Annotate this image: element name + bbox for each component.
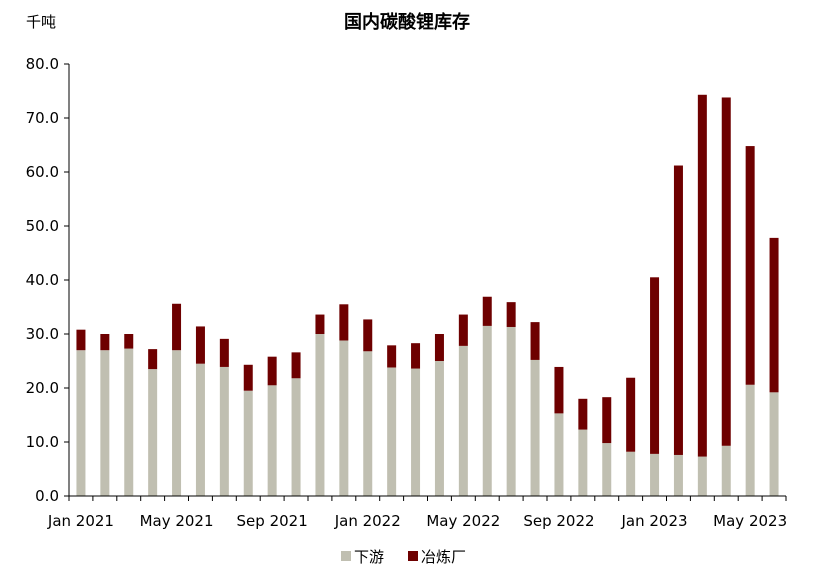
bar-smelter-2021-09 [267, 356, 277, 386]
x-tick-label: Jan 2022 [334, 512, 401, 530]
y-tick-label: 0.0 [35, 487, 59, 505]
bar-downstream-2022-05 [458, 345, 468, 496]
bar-downstream-2022-06 [482, 325, 492, 496]
legend-swatch-smelter [408, 551, 418, 561]
bar-smelter-2022-09 [554, 366, 564, 414]
bar-smelter-2021-02 [100, 334, 110, 351]
bar-downstream-2022-10 [578, 429, 588, 496]
bar-downstream-2022-09 [554, 413, 564, 496]
bar-downstream-2021-12 [339, 340, 349, 496]
bar-smelter-2022-02 [387, 345, 397, 368]
bar-smelter-2021-05 [172, 303, 182, 351]
x-tick-label: Jan 2023 [621, 512, 688, 530]
y-tick-label: 30.0 [26, 325, 59, 343]
bar-smelter-2023-02 [673, 165, 683, 455]
x-tick-label: Sep 2021 [237, 512, 308, 530]
bar-smelter-2023-05 [745, 146, 755, 385]
x-tick-label: May 2023 [713, 512, 787, 530]
legend-label-smelter: 冶炼厂 [421, 548, 466, 566]
bar-downstream-2022-08 [530, 359, 540, 496]
chart-title: 国内碳酸锂库存 [344, 11, 470, 33]
y-tick-label: 70.0 [26, 109, 59, 127]
bar-downstream-2021-05 [172, 350, 182, 496]
bar-smelter-2022-08 [530, 322, 540, 360]
bar-downstream-2021-06 [195, 363, 205, 496]
bar-downstream-2022-04 [434, 361, 444, 496]
bar-smelter-2021-08 [243, 364, 253, 391]
bar-smelter-2021-03 [124, 334, 134, 349]
bar-downstream-2021-04 [148, 369, 158, 496]
bar-downstream-2023-04 [721, 445, 731, 496]
bar-downstream-2022-11 [602, 443, 612, 496]
bar-downstream-2021-03 [124, 348, 134, 496]
bar-downstream-2021-01 [76, 350, 86, 496]
bar-downstream-2022-02 [387, 367, 397, 496]
bar-smelter-2021-11 [315, 314, 325, 334]
bar-smelter-2021-04 [148, 349, 158, 370]
bar-smelter-2021-06 [195, 326, 205, 364]
bar-downstream-2023-01 [650, 453, 660, 496]
bar-downstream-2021-10 [291, 378, 301, 496]
bar-smelter-2022-07 [506, 302, 516, 327]
x-tick-label: Sep 2022 [523, 512, 594, 530]
y-tick-label: 10.0 [26, 433, 59, 451]
y-tick-label: 40.0 [26, 271, 59, 289]
y-tick-label: 20.0 [26, 379, 59, 397]
bar-smelter-2021-10 [291, 352, 301, 379]
legend: 下游 冶炼厂 [341, 548, 466, 566]
bar-downstream-2021-11 [315, 334, 325, 496]
x-tick-label: Jan 2021 [47, 512, 114, 530]
bar-smelter-2023-01 [650, 277, 660, 454]
bar-smelter-2023-06 [769, 237, 779, 393]
legend-label-downstream: 下游 [354, 548, 384, 566]
bar-smelter-2022-11 [602, 397, 612, 444]
bar-downstream-2021-08 [243, 390, 253, 496]
bar-smelter-2022-03 [411, 343, 421, 369]
bar-downstream-2023-02 [673, 454, 683, 496]
bar-downstream-2022-03 [411, 368, 421, 496]
plot-area: 0.0 10.0 20.0 30.0 40.0 50.0 60.0 70.0 80.0 Jan 2… [26, 55, 788, 530]
bar-smelter-2022-01 [363, 319, 373, 352]
bar-downstream-2021-07 [219, 366, 229, 496]
bar-downstream-2023-03 [697, 456, 707, 496]
bar-smelter-2022-10 [578, 398, 588, 430]
bar-downstream-2023-05 [745, 384, 755, 496]
bar-downstream-2022-01 [363, 351, 373, 496]
bar-smelter-2022-06 [482, 296, 492, 326]
bar-downstream-2021-02 [100, 350, 110, 496]
x-tick-label: May 2021 [140, 512, 214, 530]
y-tick-label: 80.0 [26, 55, 59, 73]
x-tick-label: May 2022 [426, 512, 500, 530]
bar-downstream-2021-09 [267, 385, 277, 496]
bar-smelter-2023-03 [697, 94, 707, 457]
bar-smelter-2021-12 [339, 304, 349, 341]
bar-smelter-2023-04 [721, 97, 731, 446]
bar-downstream-2023-06 [769, 392, 779, 496]
bar-downstream-2022-12 [626, 451, 636, 496]
bar-smelter-2021-01 [76, 329, 86, 351]
bar-smelter-2022-05 [458, 314, 468, 346]
bar-smelter-2022-12 [626, 377, 636, 452]
y-tick-label: 60.0 [26, 163, 59, 181]
legend-swatch-downstream [341, 551, 351, 561]
y-tick-label: 50.0 [26, 217, 59, 235]
y-unit-label: 千吨 [26, 13, 56, 31]
bar-downstream-2022-07 [506, 326, 516, 496]
bar-smelter-2022-04 [434, 334, 444, 361]
bar-smelter-2021-07 [219, 338, 229, 367]
